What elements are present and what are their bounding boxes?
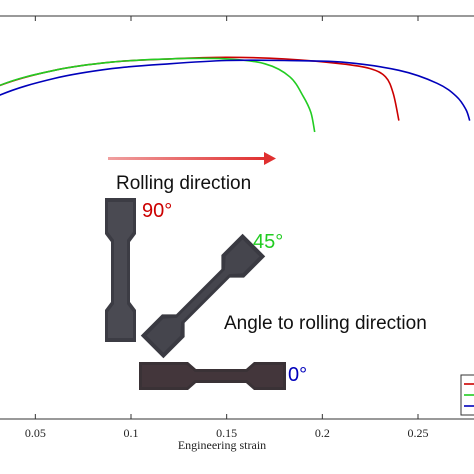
angle-to-rolling-direction-label: Angle to rolling direction xyxy=(224,313,427,334)
arrow-head xyxy=(264,152,276,165)
x-axis-ticks: 0.05 0.1 0.15 0.2 0.25 xyxy=(25,16,429,440)
series-line-3 xyxy=(0,59,471,121)
curve-group xyxy=(0,56,471,133)
x-tick-label: 0.1 xyxy=(124,426,139,440)
angle-0-label: 0° xyxy=(288,364,307,386)
angle-90-label: 90° xyxy=(142,200,172,222)
plot-frame xyxy=(0,15,474,420)
angle-45-label: 45° xyxy=(253,231,283,253)
specimen-45-image xyxy=(140,233,266,359)
series-line-2 xyxy=(0,57,316,133)
arrow-shaft xyxy=(108,157,266,160)
rolling-direction-arrow xyxy=(108,152,276,165)
series-line-1 xyxy=(0,56,400,121)
x-axis-title: Engineering strain xyxy=(178,438,266,452)
specimen-0-image xyxy=(139,362,286,390)
x-tick-label: 0.25 xyxy=(408,426,429,440)
x-tick-label: 0.2 xyxy=(315,426,330,440)
x-tick-label: 0.15 xyxy=(216,426,237,440)
legend xyxy=(460,374,474,416)
rolling-direction-label: Rolling direction xyxy=(116,173,251,194)
x-tick-label: 0.05 xyxy=(25,426,46,440)
specimen-90-image xyxy=(105,198,136,342)
